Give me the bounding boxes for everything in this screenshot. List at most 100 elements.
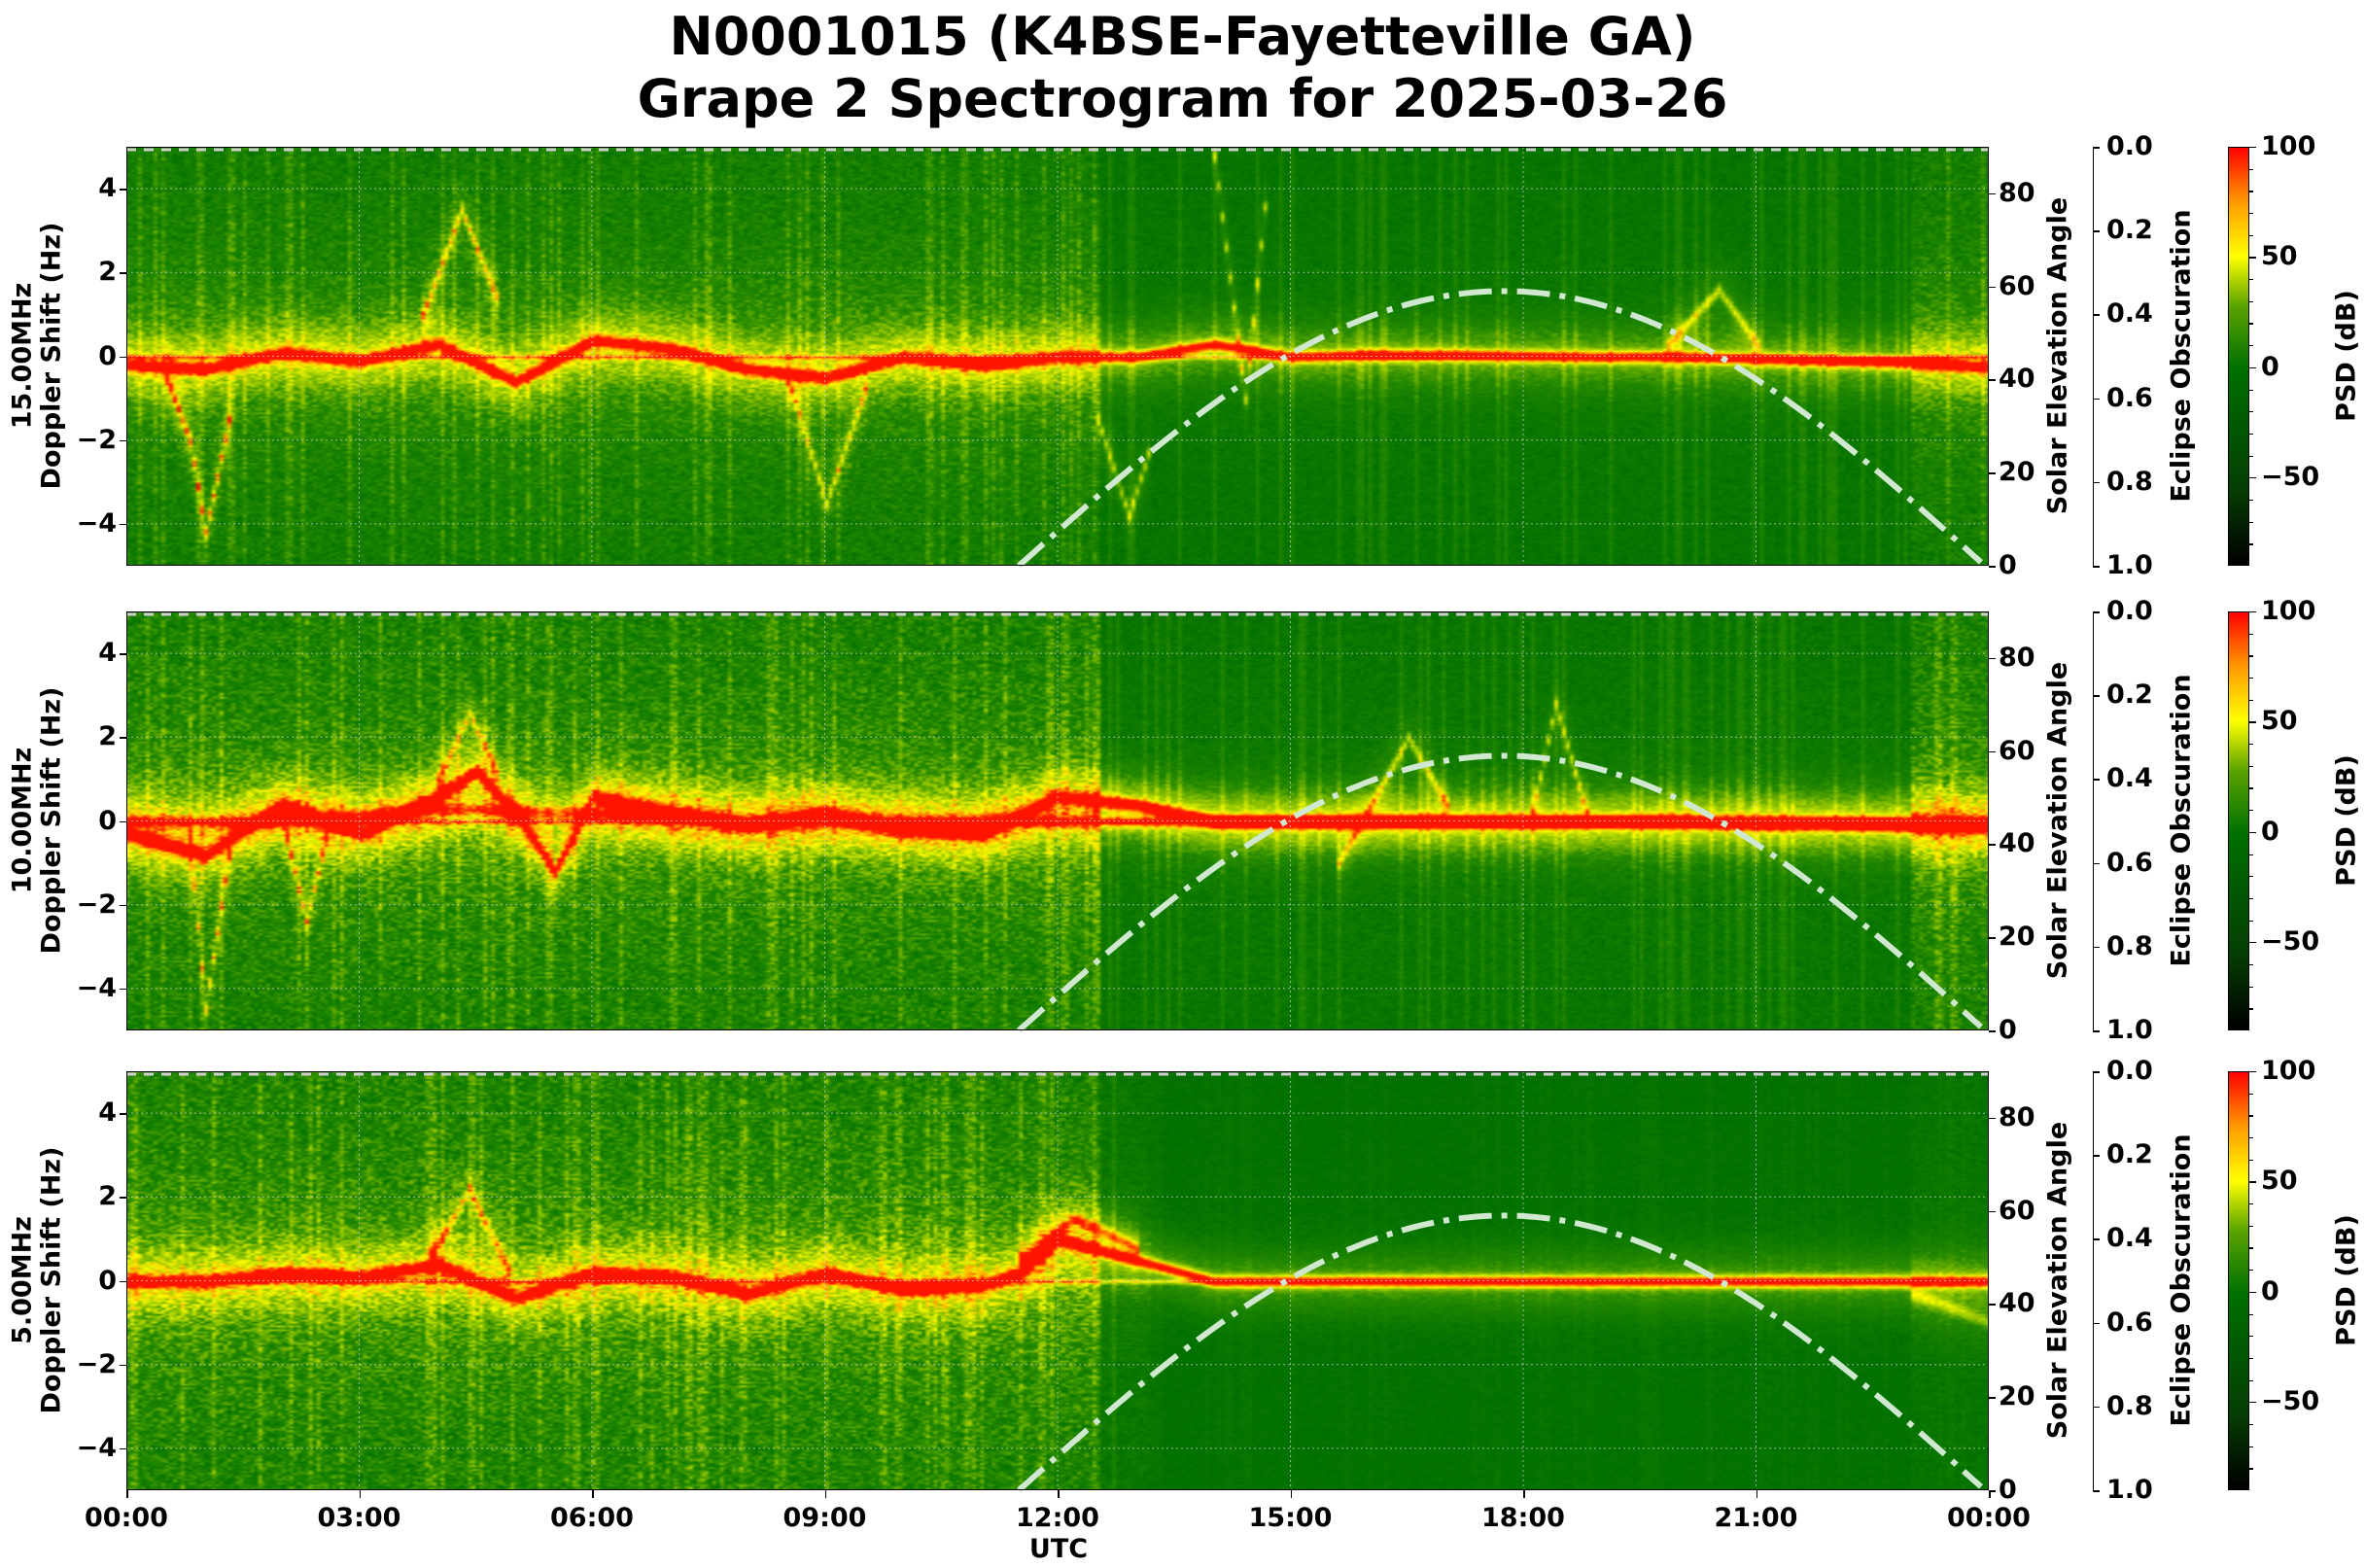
eclipse-tick-label: 0.6 <box>2106 382 2153 413</box>
solar-tick-mark <box>1989 1304 1996 1306</box>
psd-colorbar <box>2228 1071 2249 1490</box>
y-tick-mark <box>120 272 126 274</box>
colorbar-tick-mark <box>2249 1446 2253 1447</box>
eclipse-tick-mark <box>2093 862 2100 865</box>
colorbar-tick-mark <box>2249 191 2253 192</box>
colorbar-tick-label: 50 <box>2261 241 2298 272</box>
doppler-shift-label: Doppler Shift (Hz) <box>36 1146 67 1414</box>
colorbar-label: PSD (dB) <box>2331 754 2362 887</box>
colorbar-tick-mark <box>2249 897 2253 900</box>
colorbar-tick-mark <box>2249 257 2256 259</box>
grid-lines <box>126 147 1989 566</box>
colorbar-tick-mark <box>2249 1357 2253 1360</box>
eclipse-tick-label: 0.4 <box>2106 1223 2153 1254</box>
eclipse-axis-spine <box>2093 611 2094 1030</box>
colorbar-tick-mark <box>2249 1270 2253 1272</box>
eclipse-tick-label: 0.4 <box>2106 298 2153 330</box>
colorbar-tick-mark <box>2249 1115 2253 1117</box>
solar-elevation-tick: 0 <box>1999 550 2017 580</box>
eclipse-tick-label: 0.2 <box>2106 679 2153 711</box>
eclipse-tick-mark <box>2093 1406 2100 1409</box>
y-tick-mark <box>120 1364 126 1367</box>
colorbar-tick-mark <box>2249 279 2253 281</box>
colorbar-tick-mark <box>2249 300 2253 302</box>
colorbar-tick-mark <box>2249 213 2253 215</box>
colorbar-tick-mark <box>2249 920 2253 922</box>
eclipse-tick-mark <box>2093 147 2100 149</box>
eclipse-tick-mark <box>2093 481 2100 484</box>
solar-tick-mark <box>1989 937 1996 939</box>
colorbar-tick-mark <box>2249 1225 2253 1227</box>
colorbar-tick-mark <box>2249 876 2253 878</box>
eclipse-tick-mark <box>2093 1030 2100 1032</box>
eclipse-tick-mark <box>2093 1490 2100 1492</box>
x-tick-label: 15:00 <box>1248 1503 1333 1533</box>
solar-elevation-tick: 20 <box>1999 922 2035 953</box>
y-tick-mark <box>120 904 126 907</box>
colorbar-tick-label: 50 <box>2261 706 2298 737</box>
colorbar-tick-mark <box>2249 1203 2253 1205</box>
frequency-label: 5.00MHz <box>7 1216 38 1344</box>
solar-elevation-tick: 20 <box>1999 457 2035 488</box>
y-tick-mark <box>120 356 126 358</box>
colorbar-tick-mark <box>2249 366 2256 369</box>
eclipse-tick-label: 0.0 <box>2106 1056 2153 1086</box>
eclipse-tick-mark <box>2093 1238 2100 1240</box>
colorbar-tick-mark <box>2249 499 2253 502</box>
colorbar-tick-label: 100 <box>2261 596 2316 626</box>
colorbar-tick-mark <box>2249 411 2253 413</box>
eclipse-tick-mark <box>2093 695 2100 697</box>
solar-tick-mark <box>1989 1490 1996 1492</box>
solar-elevation-tick: 80 <box>1999 642 2035 673</box>
x-tick-label: 03:00 <box>317 1503 401 1533</box>
y-tick-mark <box>120 523 126 526</box>
colorbar-tick-mark <box>2249 168 2253 170</box>
colorbar-label: PSD (dB) <box>2331 1214 2362 1346</box>
x-tick-label: 12:00 <box>1016 1503 1099 1533</box>
solar-tick-mark <box>1989 1117 1996 1120</box>
colorbar-tick-mark <box>2249 455 2253 457</box>
y-tick-label: 2 <box>98 257 117 288</box>
colorbar-tick-label: −50 <box>2261 462 2320 493</box>
x-tick-label: 06:00 <box>550 1503 634 1533</box>
eclipse-tick-mark <box>2093 566 2100 568</box>
solar-elevation-curve <box>1017 1212 1984 1493</box>
solar-elevation-tick: 60 <box>1999 270 2035 301</box>
solar-tick-mark <box>1989 472 1996 474</box>
solar-tick-mark <box>1989 750 1996 753</box>
solar-tick-mark <box>1989 657 1996 660</box>
eclipse-tick-mark <box>2093 230 2100 232</box>
y-tick-label: −2 <box>76 889 117 920</box>
eclipse-tick-label: 0.2 <box>2106 215 2153 246</box>
colorbar-tick-label: 100 <box>2261 131 2316 161</box>
eclipse-tick-mark <box>2093 1322 2100 1325</box>
colorbar-tick-mark <box>2249 521 2253 523</box>
y-tick-label: 4 <box>98 1098 117 1129</box>
y-tick-label: −2 <box>76 1348 117 1379</box>
eclipse-tick-mark <box>2093 1155 2100 1157</box>
eclipse-tick-label: 0.8 <box>2106 1390 2153 1421</box>
colorbar-tick-mark <box>2249 389 2253 391</box>
colorbar-tick-label: 0 <box>2261 1275 2279 1307</box>
solar-elevation-tick: 40 <box>1999 1288 2035 1319</box>
solar-elevation-tick: 40 <box>1999 364 2035 395</box>
x-tick-mark <box>1290 1490 1292 1498</box>
colorbar-tick-mark <box>2249 1336 2253 1338</box>
colorbar-tick-mark <box>2249 1093 2253 1095</box>
spectrogram-panel-15mhz <box>126 147 1989 569</box>
colorbar-tick-label: 100 <box>2261 1056 2316 1086</box>
y-axis-label: 10.00MHz Doppler Shift (Hz) <box>8 611 71 1030</box>
x-tick-label: 00:00 <box>85 1503 168 1533</box>
eclipse-tick-label: 0.4 <box>2106 763 2153 794</box>
solar-elevation-curve <box>1017 752 1984 1033</box>
colorbar-tick-mark <box>2249 699 2253 701</box>
colorbar-tick-mark <box>2249 1247 2253 1249</box>
x-tick-mark <box>1756 1490 1757 1498</box>
eclipse-axis-spine <box>2093 1071 2094 1490</box>
eclipse-tick-label: 0.6 <box>2106 847 2153 878</box>
solar-tick-mark <box>1989 379 1996 381</box>
solar-tick-mark <box>1989 1397 1996 1399</box>
colorbar-tick-label: 0 <box>2261 816 2279 847</box>
solar-elevation-tick: 40 <box>1999 828 2035 859</box>
eclipse-tick-mark <box>2093 1071 2100 1073</box>
